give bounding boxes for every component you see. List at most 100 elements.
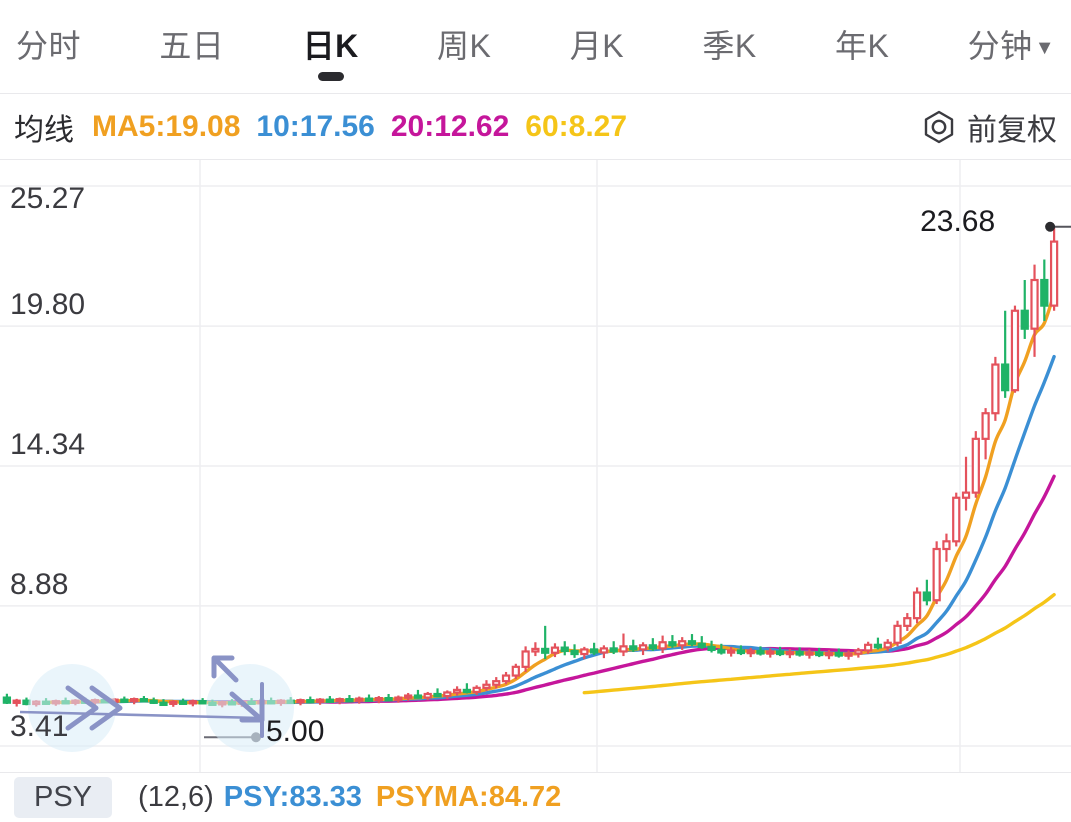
chart-gridlines — [0, 160, 1071, 772]
candle-up — [521, 650, 530, 668]
candle-up — [912, 591, 922, 620]
ma60-line — [582, 593, 1056, 695]
candle-down — [384, 696, 393, 702]
psy-params-label: (12,6) — [138, 781, 214, 813]
candle-up — [961, 491, 971, 499]
candle-down — [687, 640, 697, 645]
tab-label: 年K — [835, 27, 890, 64]
candle-down — [198, 700, 207, 705]
ma-legend-ma5[interactable]: MA5:19.08 — [92, 109, 241, 143]
candle-up — [501, 674, 511, 683]
candle-up — [638, 644, 648, 651]
candle-down — [922, 591, 932, 602]
tab-fenshi[interactable]: 分时 — [14, 17, 83, 77]
ma-legend-ma20[interactable]: 20:12.62 — [390, 109, 510, 143]
candle-down — [697, 642, 706, 648]
candle-up — [394, 696, 403, 701]
candle-down — [149, 699, 158, 704]
tab-zhouk[interactable]: 周K — [435, 17, 493, 77]
candle-down — [560, 646, 569, 653]
candle-down — [541, 647, 550, 654]
high-marker-dot — [1045, 221, 1056, 232]
ma20-line — [191, 474, 1056, 704]
candle-up — [511, 665, 520, 677]
candle-up — [550, 646, 560, 654]
candle-up — [991, 363, 1000, 415]
psy-value: PSY:83.33 — [223, 781, 362, 813]
candle-up — [443, 691, 452, 698]
candle-up — [1010, 309, 1020, 392]
candle-down — [2, 696, 12, 704]
chart-canvas[interactable] — [0, 160, 1071, 772]
tab-label: 分时 — [16, 27, 82, 64]
candle-up — [129, 698, 139, 703]
candle-up — [854, 649, 863, 655]
adjust-mode-label: 前复权 — [967, 113, 1057, 147]
psy-indicator-badge[interactable]: PSY — [14, 777, 113, 818]
tab-yuek[interactable]: 月K — [568, 17, 626, 77]
candle-up — [658, 641, 667, 650]
candle-up — [1030, 278, 1039, 330]
candle-down — [609, 647, 618, 653]
candlestick-chart[interactable]: 25.27 19.80 14.34 8.88 3.41 23.68 5.00 — [0, 160, 1071, 772]
tab-niank[interactable]: 年K — [833, 17, 891, 77]
candle-up — [893, 624, 902, 644]
candle-down — [834, 651, 843, 657]
candle-up — [883, 641, 892, 649]
candle-down — [139, 698, 149, 703]
candle-down — [756, 649, 765, 655]
tab-label: 周K — [437, 27, 492, 64]
candle-down — [629, 645, 638, 651]
psy-indicator-bar: PSY (12,6) PSY:83.33 PSYMA:84.72 — [0, 772, 1071, 822]
candle-down — [364, 697, 374, 702]
adjust-mode-button[interactable]: 前复权 — [921, 105, 1057, 149]
tab-jik[interactable]: 季K — [700, 17, 758, 77]
candle-down — [120, 698, 129, 703]
candle-up — [942, 540, 951, 551]
candle-up — [746, 649, 755, 655]
candle-up — [355, 697, 364, 702]
tab-wuri[interactable]: 五日 — [157, 17, 226, 77]
tab-label: 分钟 — [967, 27, 1033, 64]
candle-down — [1001, 363, 1010, 392]
candlestick-series — [2, 226, 1059, 708]
candle-down — [1020, 309, 1029, 330]
candle-down — [433, 692, 442, 698]
candle-up — [482, 683, 491, 689]
candle-up — [952, 496, 961, 543]
ma-legend-ma60[interactable]: 60:8.27 — [525, 109, 628, 143]
candle-up — [492, 680, 501, 686]
candle-up — [619, 645, 628, 653]
candle-up — [766, 650, 775, 655]
candle-up — [1049, 240, 1059, 307]
ma-legend-bar: 均线 MA5:19.08 10:17.56 20:12.62 60:8.27 前… — [0, 94, 1071, 160]
candle-up — [824, 651, 834, 657]
candle-up — [805, 651, 814, 656]
tab-fenzhong[interactable]: 分钟 ▼ — [966, 17, 1057, 77]
tab-label: 月K — [569, 27, 625, 64]
candle-up — [981, 412, 990, 440]
candle-up — [404, 694, 413, 699]
candle-up — [423, 692, 432, 699]
candle-up — [903, 617, 912, 627]
period-tabbar: 分时 五日 日K 周K 月K 季K 年K 分钟 ▼ — [0, 0, 1071, 94]
tab-rik[interactable]: 日K — [301, 17, 361, 81]
candle-down — [873, 643, 883, 649]
hex-gear-icon — [924, 110, 954, 143]
candle-up — [374, 696, 383, 702]
ma-legend-ma10[interactable]: 10:17.56 — [256, 109, 375, 143]
candle-up — [580, 648, 589, 656]
candle-down — [462, 688, 472, 694]
candle-down — [775, 650, 785, 656]
candle-up — [335, 698, 344, 703]
candle-down — [717, 648, 726, 654]
candle-up — [472, 686, 481, 694]
candle-down — [668, 641, 677, 647]
swipe-chevron-2 — [89, 685, 123, 731]
candle-up — [678, 640, 687, 647]
candle-up — [971, 437, 980, 494]
candle-up — [452, 688, 462, 694]
moving-average-lines — [44, 291, 1056, 705]
candle-up — [188, 700, 197, 705]
